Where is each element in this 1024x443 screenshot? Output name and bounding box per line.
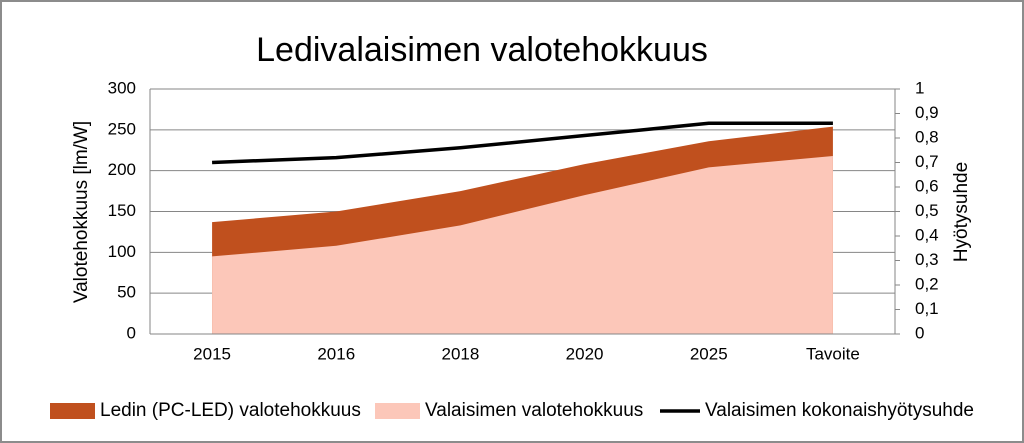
y2-tick-label: 0,6: [915, 176, 939, 195]
y2-tick-label: 0,3: [915, 250, 939, 269]
y2-tick-label: 0,8: [915, 127, 939, 146]
x-tick-label: 2025: [690, 344, 728, 363]
x-tick-label: 2020: [566, 344, 604, 363]
y2-tick-label: 0,9: [915, 103, 939, 122]
legend-label: Ledin (PC-LED) valotehokkuus: [100, 400, 361, 421]
y-tick-label: 300: [108, 78, 136, 97]
y2-tick-label: 0,1: [915, 299, 939, 318]
y2-tick-label: 1: [915, 78, 924, 97]
y2-tick-label: 0,4: [915, 225, 939, 244]
legend-label: Valaisimen kokonaishyötysuhde: [705, 400, 974, 421]
y-tick-label: 100: [108, 242, 136, 261]
y-tick-label: 0: [127, 323, 136, 342]
y2-tick-label: 0,5: [915, 201, 939, 220]
x-tick-label: 2015: [193, 344, 231, 363]
y2-axis-title: Hyötysuhde: [951, 162, 972, 262]
y2-tick-label: 0,7: [915, 152, 939, 171]
x-tick-label: 2018: [442, 344, 480, 363]
x-tick-label: 2016: [317, 344, 355, 363]
legend-label: Valaisimen valotehokkuus: [425, 400, 643, 421]
y-tick-label: 50: [117, 283, 136, 302]
y2-tick-label: 0,2: [915, 274, 939, 293]
y-axis-title: Valotehokkuus [lm/W]: [71, 121, 92, 303]
area: [212, 155, 833, 334]
chart-title: Ledivalaisimen valotehokkuus: [256, 31, 708, 69]
x-tick-label: Tavoite: [806, 344, 860, 363]
legend-swatch: [375, 403, 420, 419]
y2-tick-label: 0: [915, 323, 924, 342]
y-tick-label: 150: [108, 201, 136, 220]
y-tick-label: 250: [108, 119, 136, 138]
y-tick-label: 200: [108, 160, 136, 179]
legend-swatch: [50, 403, 95, 419]
line: [212, 121, 833, 165]
